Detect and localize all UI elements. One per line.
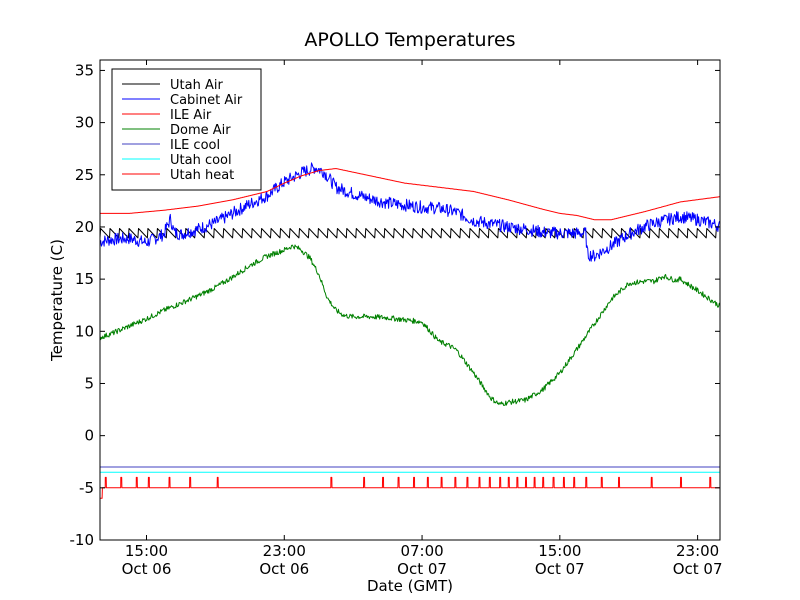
x-tick-date-label: Oct 06 <box>122 560 172 578</box>
series-line-cabinet-air <box>100 162 720 262</box>
legend-label: Utah Air <box>170 78 223 93</box>
legend-label: Dome Air <box>170 123 231 138</box>
x-axis-label: Date (GMT) <box>367 577 453 595</box>
x-tick-time-label: 07:00 <box>400 542 443 560</box>
legend-label: Utah heat <box>170 168 234 183</box>
x-tick-date-label: Oct 07 <box>535 560 585 578</box>
y-tick-label: 15 <box>75 270 94 288</box>
legend-label: Utah cool <box>170 153 232 168</box>
legend-label: ILE Air <box>170 108 212 123</box>
series-line-utah-heat <box>100 476 720 499</box>
series-line-dome-air <box>100 244 720 406</box>
x-tick-date-label: Oct 07 <box>397 560 447 578</box>
y-axis-label: Temperature (C) <box>48 239 66 362</box>
y-tick-label: -5 <box>79 479 94 497</box>
y-tick-label: 30 <box>75 114 94 132</box>
x-tick-time-label: 23:00 <box>676 542 719 560</box>
x-tick-time-label: 23:00 <box>263 542 306 560</box>
legend-label: Cabinet Air <box>170 93 243 108</box>
legend-label: ILE cool <box>170 138 220 153</box>
y-tick-label: 20 <box>75 218 94 236</box>
x-tick-time-label: 15:00 <box>538 542 581 560</box>
x-tick-date-label: Oct 07 <box>673 560 723 578</box>
y-tick-label: 0 <box>84 427 94 445</box>
series-line-utah-air <box>100 228 717 239</box>
series-line-ile-air <box>100 168 720 221</box>
y-tick-label: 25 <box>75 166 94 184</box>
series-layer <box>100 162 720 499</box>
y-tick-label: 5 <box>84 374 94 392</box>
y-tick-label: 10 <box>75 322 94 340</box>
plot-frame <box>99 59 721 541</box>
y-tick-label: 35 <box>75 61 94 79</box>
x-tick-date-label: Oct 06 <box>259 560 309 578</box>
x-tick-time-label: 15:00 <box>125 542 168 560</box>
chart-title: APOLLO Temperatures <box>304 29 515 51</box>
y-tick-label: -10 <box>70 531 95 549</box>
